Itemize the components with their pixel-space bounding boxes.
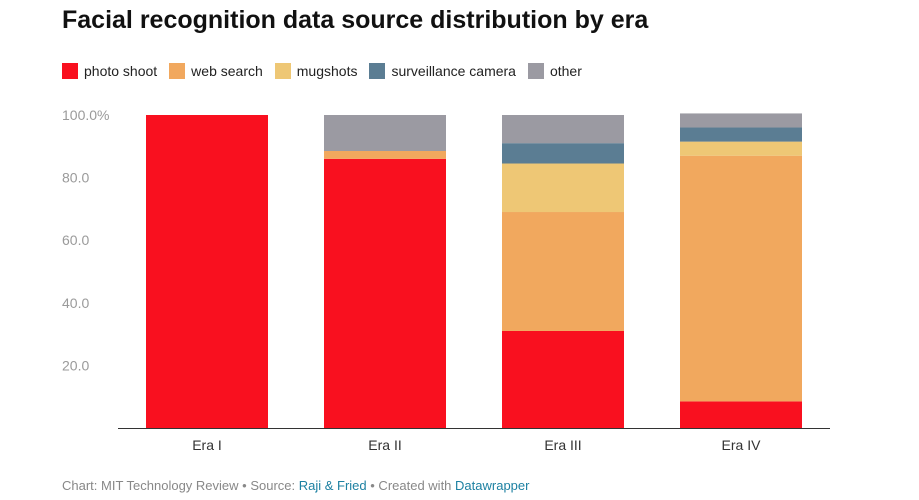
bar-surveillance-camera bbox=[502, 143, 624, 164]
bar-photo-shoot bbox=[324, 158, 446, 428]
source-link[interactable]: Raji & Fried bbox=[298, 478, 367, 493]
legend-swatch bbox=[274, 63, 291, 79]
bar-web-search bbox=[324, 150, 446, 159]
bar-photo-shoot bbox=[502, 330, 624, 428]
legend-label: mugshots bbox=[296, 63, 358, 79]
bar-photo-shoot bbox=[146, 115, 268, 428]
y-tick-label: 40.0 bbox=[62, 295, 89, 311]
x-tick-label: Era IV bbox=[722, 437, 762, 453]
legend-swatch bbox=[169, 63, 186, 79]
bar-mugshots bbox=[502, 163, 624, 213]
legend-swatch bbox=[369, 63, 386, 79]
legend-label: other bbox=[549, 63, 582, 79]
bar-surveillance-camera bbox=[680, 127, 802, 142]
footer-credit: Chart: MIT Technology Review • Source: bbox=[62, 478, 299, 493]
x-tick-label: Era III bbox=[544, 437, 581, 453]
chart-title: Facial recognition data source distribut… bbox=[62, 6, 649, 34]
bar-other bbox=[324, 115, 446, 151]
bar-mugshots bbox=[680, 141, 802, 156]
chart-legend: photo shoot web search mugshots surveillanc… bbox=[62, 63, 594, 79]
y-tick-label: 100.0% bbox=[62, 107, 109, 123]
bar-web-search bbox=[680, 155, 802, 402]
stacked-bar-chart: 100.0% 80.0 60.0 40.0 20.0 Era I Era II Era III… bbox=[62, 107, 830, 453]
legend-item-surveillance-camera: surveillance camera bbox=[369, 63, 516, 79]
legend-swatch bbox=[527, 63, 544, 79]
legend-label: surveillance camera bbox=[391, 63, 516, 79]
legend-swatch bbox=[62, 63, 78, 79]
legend-item-mugshots: mugshots bbox=[274, 63, 358, 79]
bar-web-search bbox=[502, 212, 624, 331]
bar-other bbox=[680, 113, 802, 128]
legend-label: photo shoot bbox=[84, 63, 158, 79]
legend-item-web-search: web search bbox=[169, 63, 263, 79]
x-tick-label: Era II bbox=[368, 437, 401, 453]
bar-photo-shoot bbox=[680, 401, 802, 428]
chart-footer: Chart: MIT Technology Review • Source: R… bbox=[62, 478, 529, 493]
legend-item-photo-shoot: photo shoot bbox=[62, 63, 157, 79]
bar-other bbox=[502, 115, 624, 144]
y-tick-label: 80.0 bbox=[62, 170, 89, 186]
datawrapper-link[interactable]: Datawrapper bbox=[455, 478, 530, 493]
footer-created: • Created with bbox=[366, 478, 456, 493]
legend-label: web search bbox=[191, 63, 263, 79]
x-tick-label: Era I bbox=[192, 437, 222, 453]
y-tick-label: 60.0 bbox=[62, 232, 89, 248]
legend-item-other: other bbox=[527, 63, 582, 79]
y-tick-label: 20.0 bbox=[62, 357, 89, 373]
